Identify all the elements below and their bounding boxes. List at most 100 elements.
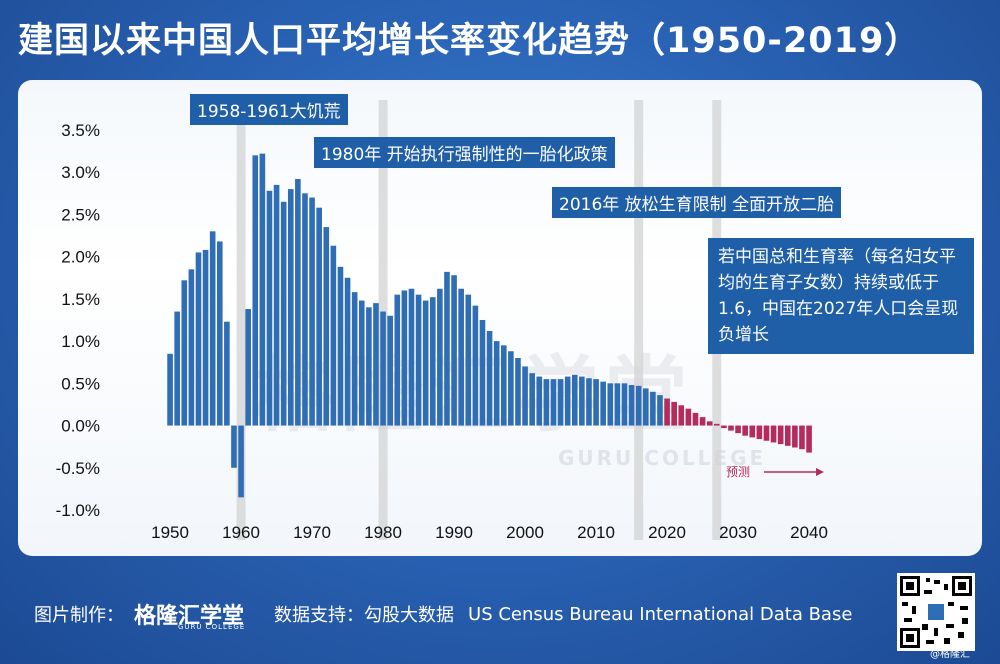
bar-historical bbox=[323, 227, 330, 426]
brand-subtext: GURU COLLEGE bbox=[178, 623, 246, 631]
bar-historical bbox=[387, 315, 393, 426]
bar-historical bbox=[607, 383, 614, 426]
bar-historical bbox=[657, 395, 663, 426]
bar-forecast bbox=[706, 421, 713, 426]
bar-historical bbox=[465, 294, 472, 426]
bar-forecast bbox=[671, 401, 677, 426]
bar-historical bbox=[479, 320, 486, 426]
bar-forecast bbox=[770, 425, 777, 443]
bar-historical bbox=[543, 379, 550, 426]
bar-historical bbox=[650, 391, 656, 426]
bar-historical bbox=[181, 280, 188, 426]
bar-historical bbox=[586, 378, 592, 426]
qr-code-icon[interactable] bbox=[897, 573, 975, 651]
credit-text: @格隆汇 bbox=[930, 649, 970, 660]
bar-historical bbox=[564, 376, 571, 426]
bar-historical bbox=[167, 353, 173, 426]
bar-forecast bbox=[799, 425, 805, 450]
bar-historical bbox=[635, 385, 642, 426]
bar-historical bbox=[472, 305, 479, 426]
bar-historical bbox=[515, 358, 521, 426]
brand-name: 格隆汇学堂 bbox=[134, 604, 245, 629]
bar-historical bbox=[202, 249, 209, 426]
bar-historical bbox=[550, 379, 557, 426]
bar-historical bbox=[280, 201, 287, 426]
forecast-note-callout: 若中国总和生育率（每名妇女平均的生育子女数）持续或低于1.6，中国在2027年人… bbox=[708, 238, 974, 354]
bar-historical bbox=[316, 207, 322, 426]
bar-forecast bbox=[777, 425, 784, 445]
bar-forecast bbox=[756, 425, 763, 440]
bar-historical bbox=[614, 383, 621, 426]
x-tick-label: 1960 bbox=[222, 523, 260, 542]
database-name: US Census Bureau International Data Base bbox=[468, 603, 853, 625]
bar-historical bbox=[508, 351, 514, 426]
watermark-subtext: GURU COLLEGE bbox=[558, 446, 767, 470]
made-by-label: 图片制作： bbox=[34, 605, 124, 626]
bar-forecast bbox=[735, 425, 741, 434]
bar-forecast bbox=[664, 398, 670, 426]
bar-historical bbox=[302, 193, 308, 426]
bar-historical bbox=[557, 379, 564, 426]
bar-forecast bbox=[784, 425, 791, 446]
bar-historical bbox=[330, 245, 337, 426]
bar-historical bbox=[593, 379, 599, 426]
bar-forecast bbox=[721, 425, 727, 429]
bar-historical bbox=[529, 373, 535, 426]
bar-historical bbox=[209, 231, 216, 426]
highlight-band bbox=[634, 100, 644, 540]
bar-historical bbox=[571, 374, 578, 426]
bar-historical bbox=[493, 341, 500, 426]
bar-historical bbox=[500, 345, 507, 426]
forecast-label: 预测 bbox=[726, 465, 750, 479]
x-tick-label: 1970 bbox=[293, 523, 331, 542]
bar-historical bbox=[458, 288, 464, 426]
bar-historical bbox=[231, 425, 237, 468]
highlight-band bbox=[236, 100, 246, 540]
bar-historical bbox=[522, 366, 528, 426]
x-tick-label: 2000 bbox=[506, 523, 544, 542]
bar-forecast bbox=[806, 425, 812, 453]
bar-forecast bbox=[792, 425, 798, 448]
y-tick-label: 2.0% bbox=[61, 248, 100, 267]
bar-historical bbox=[344, 277, 351, 426]
bar-forecast bbox=[699, 417, 706, 426]
y-tick-label: -1.0% bbox=[56, 501, 100, 520]
bar-historical bbox=[444, 271, 450, 426]
bar-forecast bbox=[685, 408, 692, 426]
bar-forecast bbox=[713, 423, 720, 426]
chart-panel: 格隆汇学堂 GURU COLLEGE 3.5%3.0%2.5%2.0%1.5%1… bbox=[18, 80, 982, 556]
bar-forecast bbox=[742, 425, 748, 436]
bar-historical bbox=[429, 297, 436, 426]
bar-historical bbox=[401, 290, 408, 426]
bar-historical bbox=[216, 241, 223, 426]
bar-historical bbox=[195, 252, 202, 426]
chart-title: 建国以来中国人口平均增长率变化趋势（1950-2019） bbox=[18, 21, 921, 61]
bar-historical bbox=[536, 376, 543, 426]
x-tick-label: 2020 bbox=[648, 523, 686, 542]
y-tick-label: -0.5% bbox=[56, 459, 100, 478]
bar-historical bbox=[238, 425, 244, 498]
y-tick-label: 2.5% bbox=[61, 205, 100, 224]
bar-historical bbox=[422, 300, 429, 426]
famine-callout: 1958-1961大饥荒 bbox=[190, 94, 348, 125]
bar-historical bbox=[273, 184, 280, 426]
bar-historical bbox=[224, 321, 230, 426]
x-tick-label: 1950 bbox=[151, 523, 189, 542]
forecast-arrow-head bbox=[816, 468, 824, 476]
bar-forecast bbox=[763, 425, 770, 441]
bar-historical bbox=[642, 388, 649, 426]
bar-historical bbox=[259, 153, 266, 426]
policy-1980-callout: 1980年 开始执行强制性的一胎化政策 bbox=[314, 137, 615, 168]
bar-historical bbox=[451, 275, 457, 426]
support-name: 勾股大数据 bbox=[364, 605, 455, 626]
bar-historical bbox=[295, 178, 301, 426]
y-tick-label: 3.5% bbox=[61, 121, 100, 140]
bar-historical bbox=[309, 197, 315, 426]
footer: 图片制作： 格隆汇学堂 GURU COLLEGE 数据支持： 勾股大数据 US … bbox=[34, 598, 853, 632]
bar-historical bbox=[579, 376, 585, 426]
bar-historical bbox=[252, 155, 259, 426]
bar-historical bbox=[188, 269, 195, 426]
bar-historical bbox=[373, 303, 379, 426]
bar-historical bbox=[408, 288, 415, 426]
bar-historical bbox=[437, 288, 443, 426]
